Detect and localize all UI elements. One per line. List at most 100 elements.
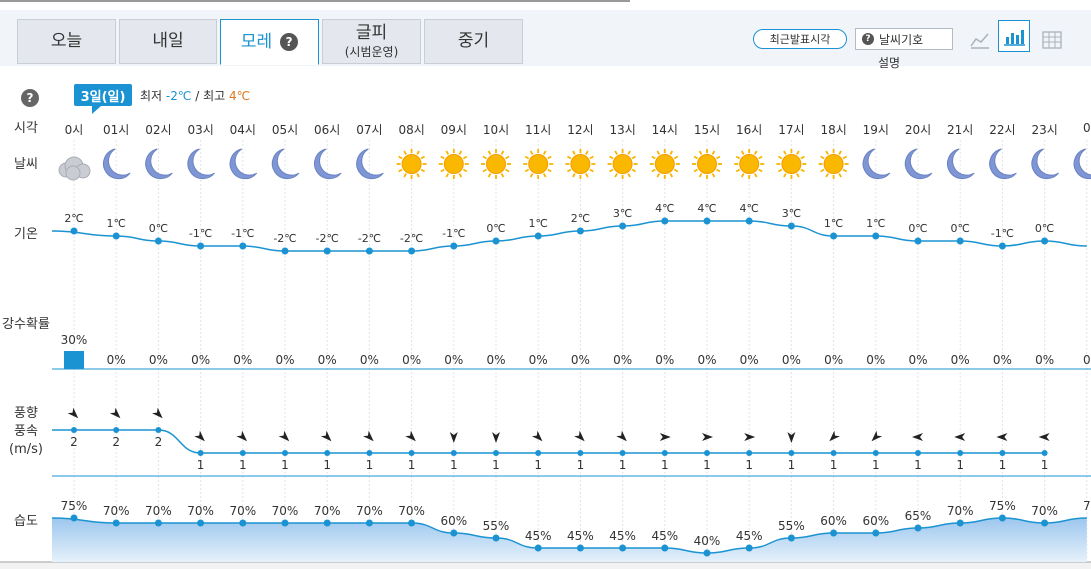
wind-speed-label: 1	[323, 458, 331, 472]
separator: /	[195, 89, 200, 103]
temperature-point	[408, 247, 416, 255]
wind-speed-point	[155, 427, 162, 433]
tab-label: 중기	[457, 31, 490, 51]
wind-direction-arrow-icon	[871, 430, 883, 442]
row-label-temp: 기온	[14, 227, 38, 242]
humidity-label: 70%	[271, 504, 299, 518]
humidity-label: 55%	[482, 519, 510, 533]
wind-speed-label: 1	[618, 458, 627, 472]
precip-label: 0%	[824, 353, 844, 367]
tab-midterm[interactable]: 중기	[424, 19, 523, 64]
temperature-point	[112, 232, 120, 240]
hour-label: 07시	[356, 123, 383, 137]
wind-speed-label: 1	[576, 458, 585, 472]
humidity-point	[365, 519, 373, 527]
weather-legend-sublabel: 설명	[878, 56, 901, 70]
temperature-point	[619, 222, 627, 230]
row-label-wind-unit: (m/s)	[9, 442, 43, 457]
precip-label: 0%	[359, 353, 379, 367]
temperature-point	[956, 237, 964, 245]
precip-bar	[64, 351, 84, 369]
wind-speed-point	[282, 450, 288, 456]
humidity-point	[197, 519, 205, 527]
wind-direction-arrow-icon	[363, 430, 374, 442]
temperature-label: 0℃	[908, 222, 928, 235]
temperature-label: 2℃	[64, 212, 84, 225]
humidity-point	[450, 529, 458, 537]
wind-speed-point	[788, 450, 795, 456]
sun-icon	[734, 149, 765, 179]
hour-label: 10시	[482, 123, 510, 137]
wind-speed-label: 1	[534, 458, 542, 472]
wind-speed-point	[113, 427, 120, 433]
wind-speed-point	[872, 450, 879, 456]
tab-three-days[interactable]: 글피 (시범운영)	[322, 19, 421, 64]
weather-legend-label: 날씨기호	[879, 32, 924, 47]
temperature-label: 3℃	[781, 207, 802, 220]
temperature-label: 2℃	[570, 212, 591, 225]
humidity-point	[787, 534, 795, 542]
wind-direction-arrow-icon	[67, 407, 79, 419]
precip-label: 0%	[613, 353, 633, 367]
moon-icon	[229, 148, 258, 180]
precip-label: 0%	[866, 353, 886, 367]
moon-icon	[989, 148, 1017, 180]
hour-label: 22시	[989, 123, 1016, 137]
hour-label: 0	[1082, 121, 1091, 135]
wind-direction-arrow-icon	[449, 432, 458, 443]
sun-icon	[481, 149, 511, 179]
sun-icon	[523, 149, 554, 179]
weather-legend-button[interactable]: ? 날씨기호	[855, 28, 953, 50]
row-label-weather: 날씨	[14, 157, 38, 172]
wind-speed-label: 1	[407, 458, 416, 472]
min-max-temp: 최저 -2℃ / 최고 4℃	[140, 87, 250, 104]
wind-speed-label: 1	[956, 458, 964, 472]
sun-icon	[565, 149, 596, 179]
tab-day-after-tomorrow[interactable]: 모레?	[220, 19, 319, 65]
sun-icon	[692, 149, 722, 179]
sun-icon	[818, 149, 849, 179]
temperature-label: -2℃	[273, 232, 297, 245]
wind-speed-label: 1	[238, 458, 247, 472]
moon-icon	[862, 148, 891, 180]
humidity-point	[576, 544, 584, 552]
humidity-point	[492, 534, 500, 542]
cloudy-night-icon	[58, 148, 91, 181]
help-icon[interactable]: ?	[21, 89, 39, 107]
wind-speed-label: 1	[998, 458, 1007, 472]
humidity-point	[1041, 519, 1049, 527]
temperature-label: -1℃	[990, 227, 1015, 240]
wind-speed-label: 1	[1040, 458, 1049, 472]
temperature-point	[745, 217, 753, 225]
tab-label: 오늘	[50, 31, 83, 51]
wind-speed-point	[661, 450, 668, 456]
wind-speed-label: 1	[745, 458, 753, 472]
hour-label: 14시	[651, 123, 678, 137]
hour-label: 16시	[736, 123, 763, 137]
recent-release-button[interactable]: 최근발표시각	[753, 29, 847, 49]
wind-speed-label: 1	[449, 458, 458, 472]
humidity-label: 70%	[356, 504, 383, 518]
tab-today[interactable]: 오늘	[17, 19, 116, 64]
wind-direction-arrow-icon	[405, 430, 416, 442]
table-view-button[interactable]	[1036, 24, 1068, 56]
bar-chart-view-button[interactable]	[998, 20, 1030, 52]
humidity-label: 70%	[145, 504, 172, 518]
precip-label: 0%	[697, 353, 717, 367]
wind-speed-point	[746, 450, 753, 456]
temperature-label: 4℃	[739, 202, 759, 215]
moon-icon	[103, 148, 131, 180]
wind-direction-arrow-icon	[531, 430, 543, 442]
row-label-wind-dir: 풍향	[14, 406, 38, 421]
wind-speed-label: 1	[281, 458, 289, 472]
wind-direction-arrow-icon	[616, 430, 627, 442]
humidity-point	[661, 544, 669, 552]
humidity-point	[998, 514, 1006, 522]
help-icon: ?	[862, 33, 874, 45]
line-chart-view-button[interactable]	[964, 24, 996, 56]
help-icon[interactable]: ?	[280, 33, 299, 51]
tab-tomorrow[interactable]: 내일	[119, 19, 217, 64]
temperature-point	[239, 242, 247, 250]
bottom-strip	[0, 563, 1091, 569]
precip-label: 0%	[233, 353, 253, 367]
